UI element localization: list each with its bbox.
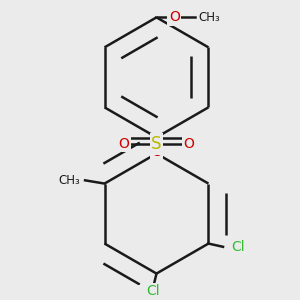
Text: S: S: [151, 135, 162, 153]
Text: O: O: [169, 11, 180, 24]
Text: CH₃: CH₃: [198, 11, 220, 24]
Text: O: O: [184, 137, 194, 151]
Text: Cl: Cl: [146, 284, 160, 298]
Text: Cl: Cl: [231, 240, 245, 254]
Text: O: O: [151, 145, 162, 159]
Text: CH₃: CH₃: [58, 174, 80, 187]
Text: O: O: [118, 137, 130, 151]
